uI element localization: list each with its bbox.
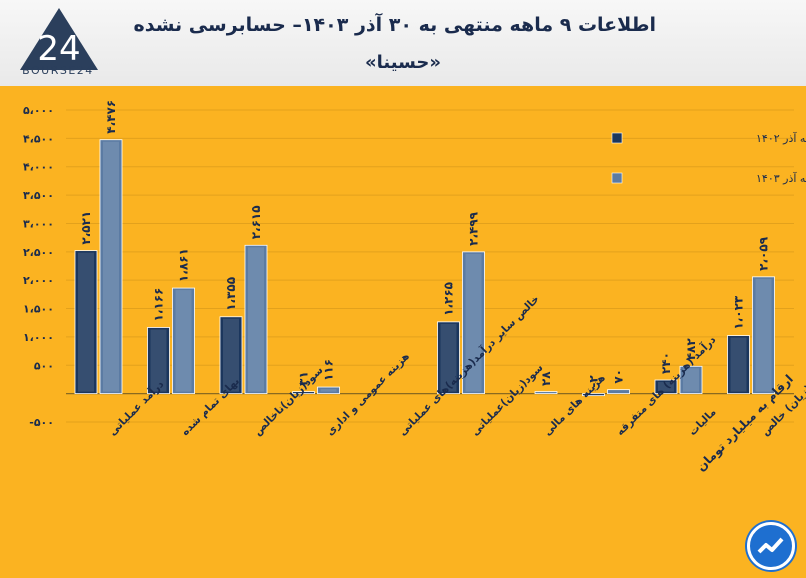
bars: ۲،۵۲۱ ۴،۴۷۶ ۱،۱۶۶ ۱،۸۶۱ ۱،۳۵۵ ۲،۶۱۵ ۳۱ ۱۱۶ ۱،۲۶۵… [74,100,775,397]
y-tick-label: ۱،۰۰۰ [23,331,54,344]
data-label: ۱،۲۶۵ [442,282,456,316]
logo-mark: 24 [37,29,80,69]
legend-label: عملکرد منتهی به آذر ۱۴۰۲ [756,131,806,145]
bar-shine [223,318,239,392]
bar-1402 [292,391,315,395]
y-tick-label: -۵۰۰ [29,416,54,429]
legend-swatch [611,132,623,144]
bar-shine [150,329,167,392]
data-label: ۲،۴۹۹ [467,211,481,246]
bar-1403 [317,386,340,395]
bar-1403 [752,276,775,395]
bar-shine [658,382,674,392]
data-label: ۱۱۶ [322,359,336,381]
data-label: ۳۱ [297,371,311,386]
bar-1403 [679,365,703,395]
y-tick-label: ۳،۰۰۰ [23,217,54,230]
bar-1402 [147,327,170,395]
bar-1402 [654,379,678,395]
logo-text: BOURSE24 [22,64,94,77]
bar-1402 [582,393,605,397]
logo-triangle [20,8,98,70]
data-label: ۲،۰۵۹ [757,236,771,271]
bar-shine [103,141,119,392]
header-band [0,0,806,86]
bar-shine [78,252,94,392]
data-label: ۲۸ [539,371,553,386]
y-tick-label: ۳،۵۰۰ [23,189,54,202]
y-tick-label: ۲،۵۰۰ [23,246,54,259]
y-tick-label: ۴،۰۰۰ [23,161,54,174]
y-tick-label: ۱،۵۰۰ [23,303,54,316]
trend-badge-icon [747,522,795,570]
legend-swatch [611,172,623,184]
data-label: ۴۸۲ [684,338,698,361]
bar-shine [465,253,482,392]
bar-1403 [244,244,268,395]
bar-1403 [172,287,195,395]
bar-shine [175,290,192,392]
bar-1403 [607,389,630,395]
bar-shine [320,389,337,392]
data-label: ۴،۴۷۶ [104,100,118,134]
data-label: ۷۰ [612,369,626,384]
y-tick-label: ۴،۵۰۰ [23,132,54,145]
bar-1402 [437,321,460,395]
y-tick-label: ۵۰۰ [34,359,54,372]
legend: عملکرد منتهی به آذر ۱۴۰۲ عملکرد منتهی به … [611,131,806,185]
bar-1402 [219,316,243,395]
bar-1403 [462,251,485,395]
bar-1402 [727,335,750,395]
bar-1402 [74,250,98,395]
data-label: ۲۴۰ [659,352,673,374]
bar-shine [730,337,747,392]
data-label: ۲،۶۱۵ [249,205,263,239]
bar-shine [440,323,457,392]
data-label: ۱،۸۶۱ [177,248,191,282]
bar-shine [755,278,772,392]
bar-1403 [99,139,123,395]
gridlines [66,109,794,423]
data-label: ۱،۰۲۳ [732,295,746,330]
chart-subtitle: «حسینا» [365,52,441,73]
y-tick-label: ۲،۰۰۰ [23,274,54,287]
bar-1403 [534,391,558,395]
y-tick-label: ۵،۰۰۰ [23,104,54,117]
y-axis: -۵۰۰ ۵۰۰ ۱،۰۰۰ ۱،۵۰۰ ۲،۰۰۰ ۲،۵۰۰ ۳،۰۰۰ ۳،۵۰۰ ۴،۰… [23,104,54,429]
data-label: -۲ [587,375,601,388]
chart-title: اطلاعات ۹ ماهه منتهی به ۳۰ آذر ۱۴۰۳– حسا… [133,14,656,36]
bar-shine [683,368,699,392]
data-label: ۱،۱۶۶ [152,288,166,322]
data-label: ۲،۵۲۱ [79,211,93,245]
bar-shine [248,247,264,392]
bourse24-logo: 24 [20,8,98,70]
data-label: ۱،۳۵۵ [224,277,238,311]
legend-label: عملکرد منتهی به آذر ۱۴۰۳ [756,171,806,185]
